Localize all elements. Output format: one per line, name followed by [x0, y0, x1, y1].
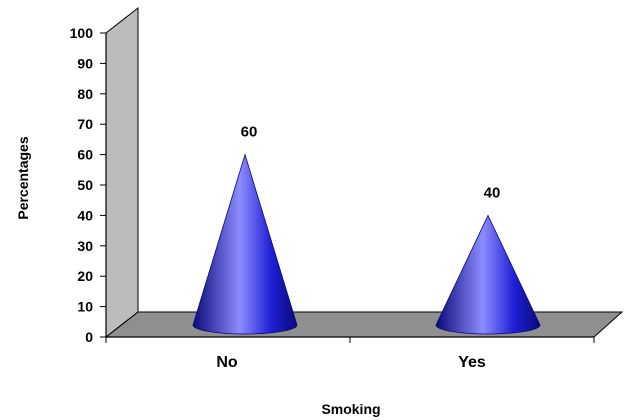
x-axis-title: Smoking — [321, 401, 380, 417]
cone-no — [192, 153, 298, 335]
x-category-label: Yes — [458, 354, 486, 371]
y-tick-label: 100 — [70, 25, 94, 41]
y-tick-label: 60 — [77, 147, 93, 163]
data-label: 40 — [484, 184, 501, 201]
x-category-label: No — [216, 354, 238, 371]
x-axis-labels: No Yes — [105, 337, 595, 371]
y-tick-label: 30 — [77, 238, 93, 254]
floor-plane — [104, 311, 624, 338]
y-axis-title: Percentages — [15, 136, 31, 219]
y-tick-label: 20 — [77, 268, 93, 284]
y-tick-label: 50 — [77, 177, 93, 193]
data-label: 60 — [241, 124, 258, 141]
cone-mark — [192, 153, 298, 335]
y-tick-label: 0 — [85, 329, 93, 345]
cone-series: 60 40 — [192, 124, 541, 335]
cone-yes — [435, 214, 541, 335]
cone-mark — [435, 214, 541, 335]
back-wall — [105, 6, 139, 339]
y-tick-label: 80 — [77, 86, 93, 102]
y-tick-label: 90 — [77, 55, 93, 71]
y-tick-label: 10 — [77, 299, 93, 315]
y-axis-ticks: 0 10 20 30 40 50 60 70 80 90 100 — [70, 25, 106, 345]
y-tick-label: 70 — [77, 116, 93, 132]
y-tick-label: 40 — [77, 207, 93, 223]
